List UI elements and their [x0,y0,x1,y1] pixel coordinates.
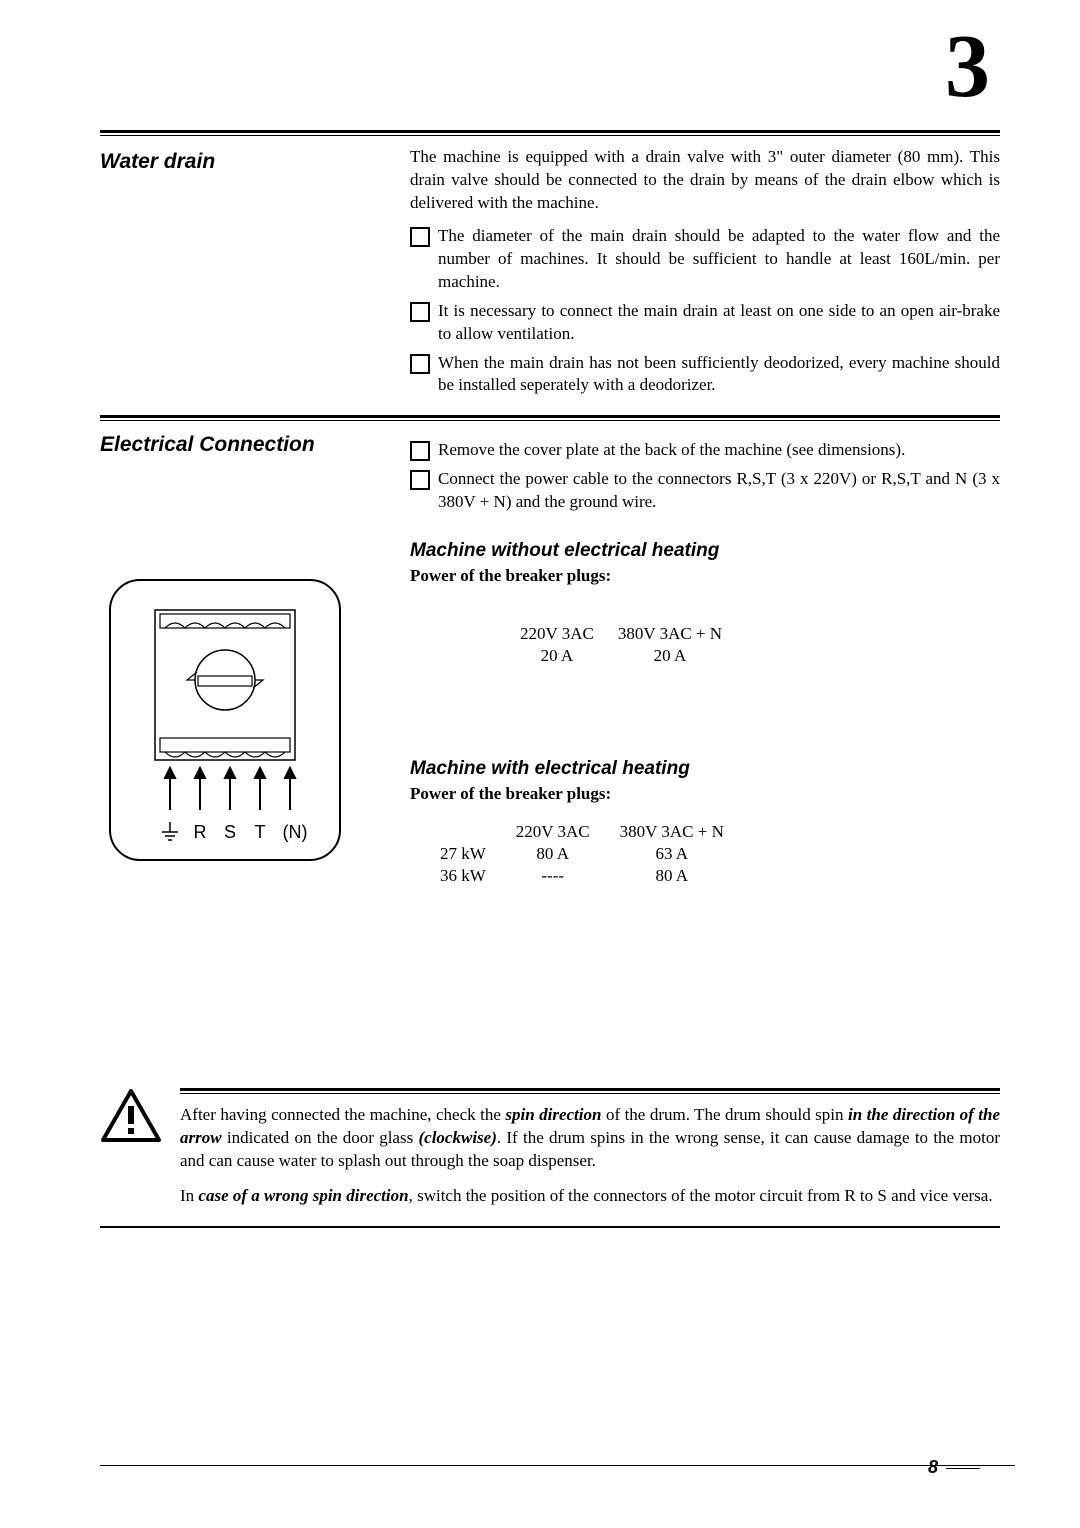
terminal-label-n: (N) [283,822,308,842]
breaker-data: Machine without electrical heating Power… [410,540,1000,888]
warning-body: After having connected the machine, chec… [180,1088,1000,1220]
checklist-item: Connect the power cable to the connector… [410,468,1000,514]
page-number: 8 [928,1457,980,1478]
table-cell: 36 kW [440,866,516,888]
table-cell: 220V 3AC [520,624,618,646]
footer-rule [100,1465,1015,1466]
no-heat-table: 220V 3AC 380V 3AC + N 20 A 20 A [520,624,746,668]
warning-rule-bottom [100,1226,1000,1228]
section-title-electrical: Electrical Connection [100,429,410,457]
chapter-number: 3 [945,15,990,118]
table-cell: 220V 3AC [516,822,620,844]
section-title-water-drain: Water drain [100,146,410,174]
terminal-figure: R S T (N) [100,540,410,875]
checklist-item: The diameter of the main drain should be… [410,225,1000,294]
electrical-checklist: Remove the cover plate at the back of th… [410,439,1000,514]
checklist-item: When the main drain has not been suffici… [410,352,1000,398]
terminal-diagram-svg: R S T (N) [100,570,350,870]
warning-para-1: After having connected the machine, chec… [180,1104,1000,1173]
checklist-item: Remove the cover plate at the back of th… [410,439,1000,462]
checklist-item: It is necessary to connect the main drai… [410,300,1000,346]
table-cell: ---- [516,866,620,888]
table-cell: 380V 3AC + N [618,624,746,646]
table-cell: 27 kW [440,844,516,866]
water-drain-checklist: The diameter of the main drain should be… [410,225,1000,398]
terminal-label-t: T [255,822,266,842]
table-cell: 380V 3AC + N [620,822,754,844]
warning-rule-top [180,1088,1000,1094]
no-heat-sub: Power of the breaker plugs: [410,566,1000,586]
no-heat-heading: Machine without electrical heating [410,540,1000,562]
table-cell: 20 A [618,646,746,668]
table-cell: 63 A [620,844,754,866]
table-cell: 80 A [620,866,754,888]
with-heat-table: 220V 3AC 380V 3AC + N 27 kW 80 A 63 A 36… [440,822,754,888]
table-cell: 20 A [520,646,618,668]
section-body-electrical: Remove the cover plate at the back of th… [410,429,1000,520]
terminal-label-r: R [194,822,207,842]
table-cell: 80 A [516,844,620,866]
terminal-label-s: S [224,822,236,842]
warning-para-2: In case of a wrong spin direction, switc… [180,1185,1000,1208]
water-drain-intro: The machine is equipped with a drain val… [410,146,1000,215]
with-heat-sub: Power of the breaker plugs: [410,784,1000,804]
section-body-water-drain: The machine is equipped with a drain val… [410,146,1000,403]
warning-icon [100,1088,180,1149]
with-heat-heading: Machine with electrical heating [410,758,1000,780]
